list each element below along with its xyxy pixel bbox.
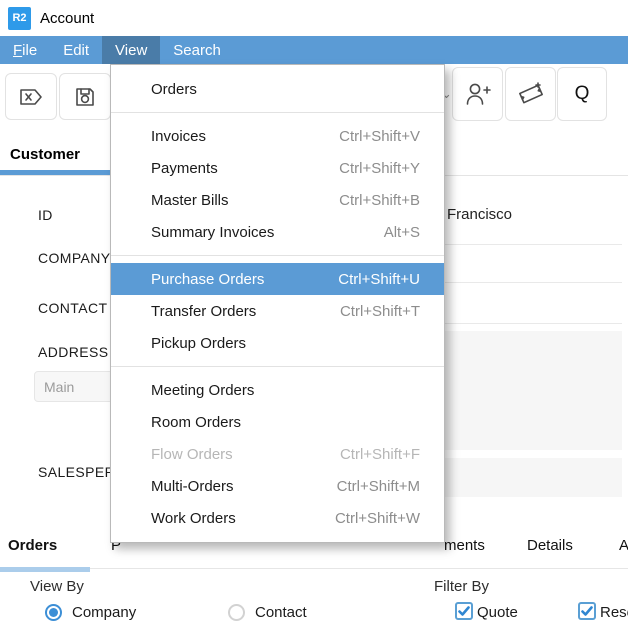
filter-by-label: Filter By xyxy=(434,578,490,595)
tag-x-icon xyxy=(20,88,42,105)
menu-item-label: Summary Invoices xyxy=(151,223,275,241)
tab-customer[interactable]: Customer xyxy=(10,146,81,163)
salesperson-select[interactable] xyxy=(445,458,622,497)
radio-contact[interactable] xyxy=(228,604,245,621)
bottom-tab-strip-divider xyxy=(0,568,628,569)
checkbox-reservation-label: Rese xyxy=(600,604,628,621)
view-by-label: View By xyxy=(30,578,84,595)
id-field-border xyxy=(445,244,622,245)
save-icon xyxy=(76,87,94,106)
menu-item-room-orders[interactable]: Room Orders xyxy=(111,406,444,438)
menu-item-label: Purchase Orders xyxy=(151,270,265,288)
menubar-search[interactable]: Search xyxy=(160,36,234,64)
menubar-search-label: Search xyxy=(173,41,221,59)
checkbox-quote[interactable] xyxy=(455,602,473,620)
tab-orders[interactable]: Orders xyxy=(8,537,58,554)
menu-item-shortcut: Ctrl+Shift+V xyxy=(339,127,420,145)
menu-item-label: Flow Orders xyxy=(151,445,233,463)
menu-item-label: Multi-Orders xyxy=(151,477,234,495)
menu-item-shortcut: Ctrl+Shift+U xyxy=(338,270,420,288)
customer-tab-active-indicator xyxy=(0,170,122,175)
menu-separator xyxy=(111,112,444,113)
menu-item-transfer-orders[interactable]: Transfer Orders Ctrl+Shift+T xyxy=(111,295,444,327)
radio-company-label: Company xyxy=(72,604,137,621)
person-add-icon xyxy=(466,83,491,105)
menubar-file[interactable]: File xyxy=(0,36,50,64)
menu-item-work-orders[interactable]: Work Orders Ctrl+Shift+W xyxy=(111,502,444,534)
contact-field-border xyxy=(445,323,622,324)
id-label: ID xyxy=(38,207,53,223)
menu-item-label: Invoices xyxy=(151,127,207,145)
address-type-value: Main xyxy=(44,378,75,395)
menubar-file-label: File xyxy=(13,41,38,59)
tab-fragment-3[interactable]: A xyxy=(619,537,628,554)
menu-item-shortcut: Ctrl+Shift+Y xyxy=(339,159,420,177)
menu-item-flow-orders: Flow Orders Ctrl+Shift+F xyxy=(111,438,444,470)
address-label: ADDRESS xyxy=(38,344,109,360)
add-contact-button[interactable] xyxy=(452,67,503,121)
menu-item-purchase-orders[interactable]: Purchase Orders Ctrl+Shift+U xyxy=(111,263,444,295)
checkbox-reservation[interactable] xyxy=(578,602,596,620)
window-title: Account xyxy=(40,9,95,27)
menu-item-label: Room Orders xyxy=(151,413,242,431)
menubar-view-label: View xyxy=(115,41,148,59)
view-dropdown-menu: Orders Invoices Ctrl+Shift+V Payments Ct… xyxy=(110,64,445,543)
discard-tag-button[interactable] xyxy=(5,73,57,120)
menu-item-label: Master Bills xyxy=(151,191,229,209)
address-type-select[interactable]: Main xyxy=(34,371,122,402)
menu-item-shortcut: Ctrl+Shift+M xyxy=(336,477,420,495)
check-icon xyxy=(458,606,470,616)
address-textarea[interactable] xyxy=(445,331,622,450)
menu-item-label: Orders xyxy=(151,80,197,98)
menu-item-shortcut: Ctrl+Shift+B xyxy=(339,191,420,209)
menu-item-summary-invoices[interactable]: Summary Invoices Alt+S xyxy=(111,216,444,248)
menu-item-multi-orders[interactable]: Multi-Orders Ctrl+Shift+M xyxy=(111,470,444,502)
menu-item-meeting-orders[interactable]: Meeting Orders xyxy=(111,374,444,406)
menu-item-shortcut: Ctrl+Shift+F xyxy=(339,445,420,463)
q-button-label: Q xyxy=(574,83,590,104)
menu-item-orders[interactable]: Orders xyxy=(111,73,444,105)
tab-fragment-2[interactable]: ments xyxy=(444,537,485,554)
radio-company[interactable] xyxy=(45,604,62,621)
menu-item-shortcut: Alt+S xyxy=(383,223,420,241)
menu-item-label: Transfer Orders xyxy=(151,302,257,320)
orders-tab-active-indicator xyxy=(0,567,90,572)
tab-fragment-1[interactable]: P xyxy=(111,537,122,554)
menu-item-label: Meeting Orders xyxy=(151,381,255,399)
id-field-value[interactable]: Francisco xyxy=(447,206,513,223)
menu-item-invoices[interactable]: Invoices Ctrl+Shift+V xyxy=(111,120,444,152)
menu-item-label: Pickup Orders xyxy=(151,334,247,352)
tab-details[interactable]: Details xyxy=(527,537,573,554)
company-field-border xyxy=(445,282,622,283)
add-ticket-button[interactable] xyxy=(505,67,556,121)
menu-item-label: Payments xyxy=(151,159,218,177)
q-button[interactable]: Q xyxy=(557,67,607,121)
menu-bar: File Edit View Search xyxy=(0,36,628,64)
chevron-down-icon: ⌄ xyxy=(441,86,452,101)
menu-separator xyxy=(111,255,444,256)
company-label: COMPANY xyxy=(38,250,111,266)
menu-separator xyxy=(111,366,444,367)
title-bar: R2 Account xyxy=(0,0,628,36)
menu-item-pickup-orders[interactable]: Pickup Orders xyxy=(111,327,444,359)
save-button[interactable] xyxy=(59,73,111,120)
app-logo-icon: R2 xyxy=(8,6,31,30)
menu-item-payments[interactable]: Payments Ctrl+Shift+Y xyxy=(111,152,444,184)
check-icon xyxy=(581,606,593,616)
menu-item-shortcut: Ctrl+Shift+T xyxy=(339,302,420,320)
menu-item-master-bills[interactable]: Master Bills Ctrl+Shift+B xyxy=(111,184,444,216)
menu-item-label: Work Orders xyxy=(151,509,236,527)
menubar-edit[interactable]: Edit xyxy=(50,36,102,64)
checkbox-quote-label: Quote xyxy=(477,604,518,621)
radio-contact-label: Contact xyxy=(255,604,307,621)
contact-label: CONTACT xyxy=(38,300,108,316)
menubar-edit-label: Edit xyxy=(63,41,90,59)
menu-item-shortcut: Ctrl+Shift+W xyxy=(334,509,420,527)
ticket-add-icon xyxy=(518,82,543,104)
menubar-view[interactable]: View xyxy=(102,36,161,64)
